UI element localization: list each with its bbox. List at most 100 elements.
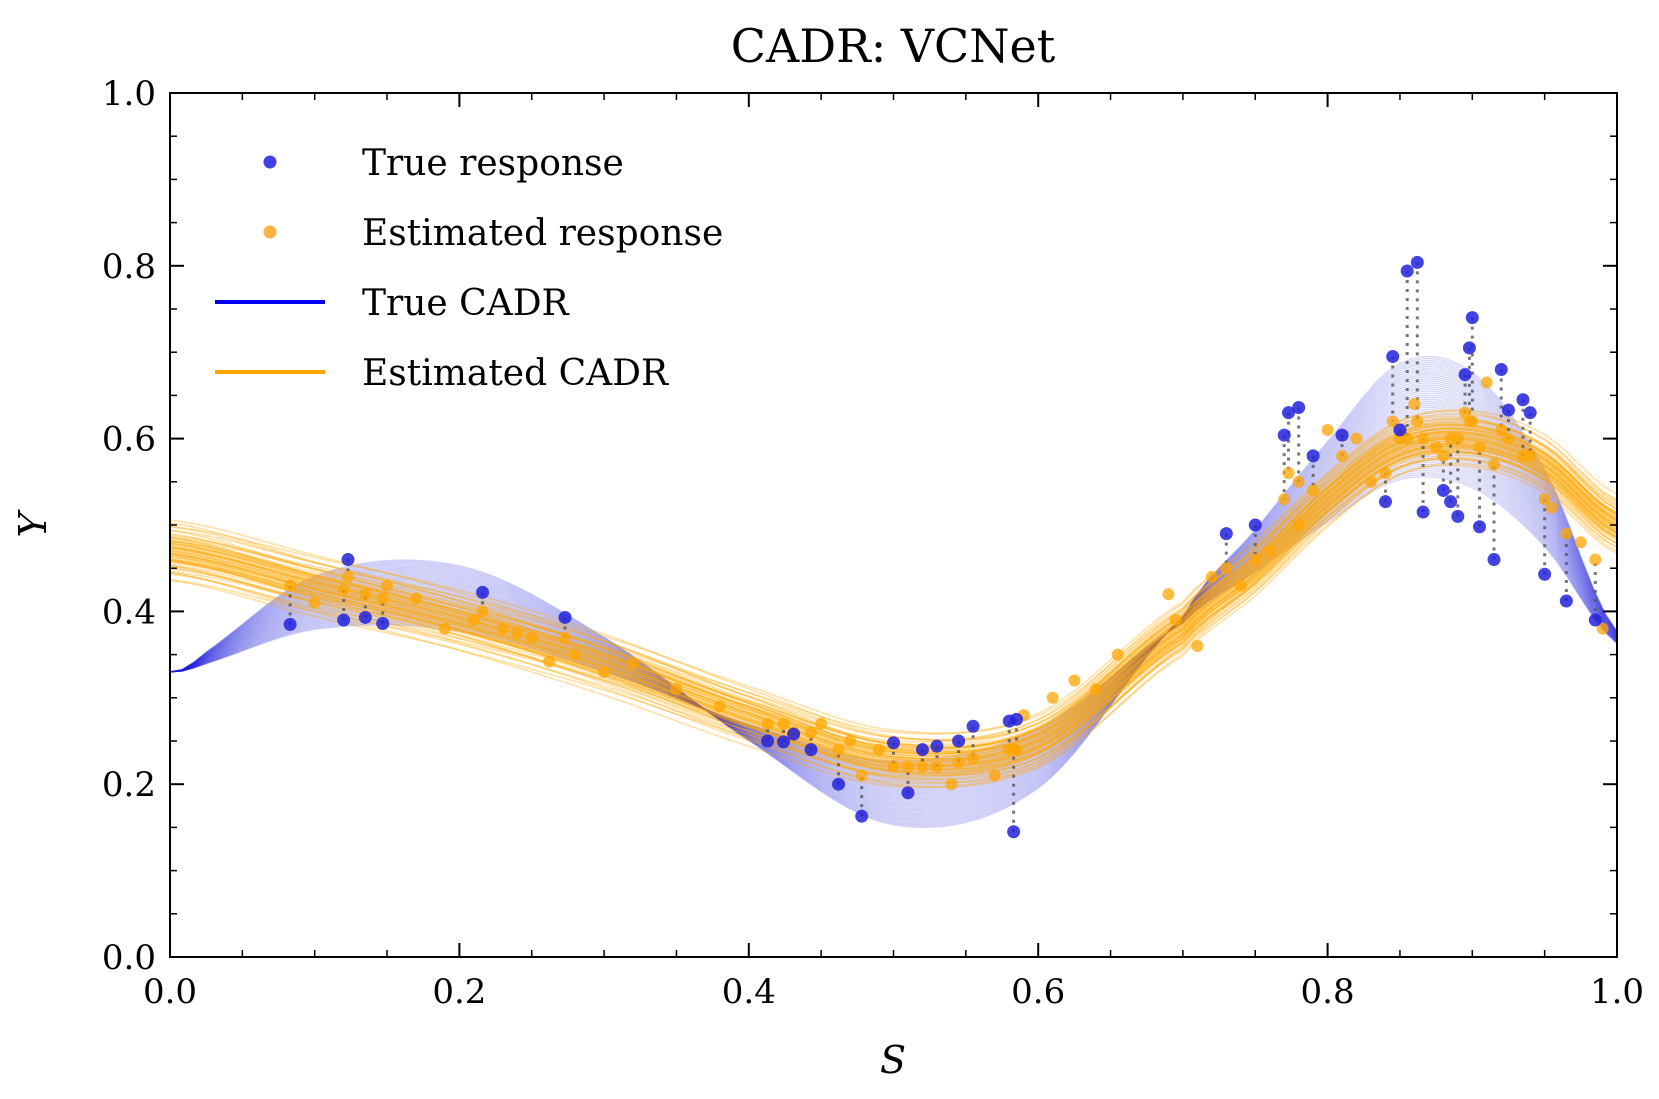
- estimated-response-point: [1466, 415, 1479, 428]
- true-response-point: [337, 613, 351, 627]
- true-cadr-curve: [170, 410, 1617, 798]
- true-cadr-curve: [170, 370, 1617, 821]
- true-response-point: [1292, 400, 1306, 414]
- estimated-response-point: [1386, 415, 1399, 428]
- estimated-response-point: [1488, 458, 1501, 471]
- estimated-response-point: [559, 631, 572, 644]
- estimated-response-point: [761, 717, 774, 730]
- true-response-point: [855, 809, 869, 823]
- true-response-point: [1378, 495, 1392, 509]
- estimated-response-point: [1379, 467, 1392, 480]
- estimated-response-point: [713, 700, 726, 713]
- estimated-response-point: [1010, 743, 1023, 756]
- estimated-response-point: [308, 596, 321, 609]
- estimated-response-point: [873, 743, 886, 756]
- estimated-response-point: [1234, 579, 1247, 592]
- true-response-point: [787, 727, 801, 741]
- true-cadr-curve: [170, 445, 1617, 779]
- true-response-point: [1465, 311, 1479, 325]
- true-cadr-curve: [170, 357, 1617, 827]
- true-cadr-curve: [170, 359, 1617, 826]
- legend-label-1: True response: [362, 143, 624, 184]
- true-response-point: [1410, 255, 1424, 269]
- true-cadr-curve: [170, 439, 1617, 782]
- true-cadr-curve: [170, 365, 1617, 823]
- estimated-cadr-curve: [170, 446, 1617, 785]
- true-response-point: [1559, 594, 1573, 608]
- true-cadr-curve: [170, 408, 1617, 799]
- true-cadr-curve: [170, 394, 1617, 807]
- true-cadr-curve: [170, 404, 1617, 801]
- true-response-point: [1393, 423, 1407, 437]
- estimated-cadr-curve: [170, 435, 1617, 760]
- estimated-cadr-curve: [170, 437, 1617, 764]
- estimated-response-point: [1278, 493, 1291, 506]
- true-cadr-curve: [170, 412, 1617, 797]
- true-response-point: [1588, 613, 1602, 627]
- y-tick-label: 0.6: [102, 420, 156, 460]
- y-tick-label: 1.0: [102, 74, 156, 114]
- true-response-point: [1282, 406, 1296, 420]
- legend-label-4: Estimated CADR: [362, 353, 669, 394]
- estimated-response-point: [543, 655, 556, 668]
- true-response-point: [341, 553, 355, 567]
- estimated-response-point: [467, 614, 480, 627]
- estimated-cadr-curve: [170, 438, 1617, 763]
- legend: True response Estimated response True CADR…: [215, 143, 723, 394]
- true-response-point: [1219, 527, 1233, 541]
- estimated-response-point: [815, 717, 828, 730]
- true-response-point: [1451, 509, 1465, 523]
- estimated-response-point: [1451, 432, 1464, 445]
- estimated-response-point: [1282, 467, 1295, 480]
- estimated-response-point: [438, 622, 451, 635]
- estimated-response-point: [525, 631, 538, 644]
- true-response-points: [283, 255, 1602, 839]
- true-response-point: [832, 777, 846, 791]
- true-response-point: [777, 735, 791, 749]
- true-response-point: [1516, 393, 1530, 407]
- estimated-response-point: [805, 726, 818, 739]
- estimated-response-point: [376, 592, 389, 605]
- estimated-response-point: [1365, 475, 1378, 488]
- estimated-response-point: [1111, 648, 1124, 661]
- estimated-response-point: [1401, 432, 1414, 445]
- legend-marker-2: [263, 225, 277, 239]
- true-cadr-curve: [170, 372, 1617, 819]
- estimated-response-point: [598, 665, 611, 678]
- estimated-response-point: [1408, 398, 1421, 411]
- true-cadr-curve: [170, 392, 1617, 808]
- chart-title: CADR: VCNet: [731, 19, 1056, 73]
- estimated-response-point: [855, 769, 868, 782]
- estimated-response-point: [901, 760, 914, 773]
- estimated-cadr-curve: [170, 449, 1617, 778]
- estimated-response-point: [341, 570, 354, 583]
- true-response-point: [761, 734, 775, 748]
- estimated-response-point: [1191, 639, 1204, 652]
- true-response-point: [1335, 428, 1349, 442]
- true-response-point: [952, 734, 966, 748]
- y-tick-label: 0.2: [102, 765, 156, 805]
- true-response-point: [1487, 553, 1501, 567]
- x-axis-label: S: [880, 1038, 906, 1082]
- true-cadr-curve: [170, 380, 1617, 815]
- true-response-point: [1501, 403, 1515, 417]
- true-cadr-curve: [170, 363, 1617, 824]
- estimated-response-point: [1473, 441, 1486, 454]
- estimated-response-point: [1502, 432, 1515, 445]
- estimated-response-point: [1417, 432, 1430, 445]
- true-response-point: [358, 610, 372, 624]
- estimated-response-point: [1596, 622, 1609, 635]
- estimated-response-point: [988, 769, 1001, 782]
- true-cadr-curve: [170, 374, 1617, 818]
- estimated-response-point: [1046, 691, 1059, 704]
- estimated-cadr-curve: [170, 438, 1617, 763]
- estimated-response-point: [284, 579, 297, 592]
- estimated-response-point: [887, 760, 900, 773]
- true-response-point: [1277, 428, 1291, 442]
- estimated-cadr-curve: [170, 445, 1617, 777]
- estimated-response-point: [1292, 519, 1305, 531]
- true-cadr-curve: [170, 390, 1617, 809]
- true-response-point: [1462, 341, 1476, 355]
- estimated-response-point: [670, 683, 683, 696]
